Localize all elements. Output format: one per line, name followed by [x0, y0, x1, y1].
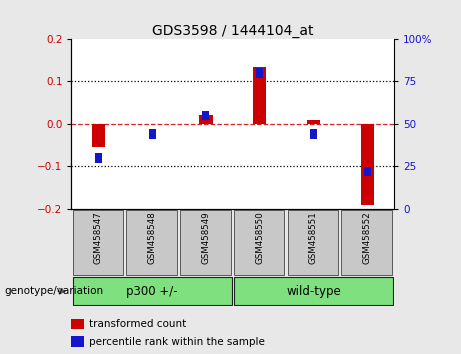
- Text: wild-type: wild-type: [286, 285, 341, 298]
- Bar: [95, 153, 102, 162]
- Bar: [180, 210, 230, 275]
- Title: GDS3598 / 1444104_at: GDS3598 / 1444104_at: [152, 24, 313, 38]
- Bar: [288, 210, 338, 275]
- Bar: [126, 210, 177, 275]
- Text: GSM458551: GSM458551: [309, 212, 318, 264]
- Text: percentile rank within the sample: percentile rank within the sample: [89, 337, 265, 347]
- Text: GSM458552: GSM458552: [363, 212, 372, 264]
- Bar: [234, 277, 393, 305]
- Text: transformed count: transformed count: [89, 319, 186, 329]
- Bar: [92, 124, 105, 147]
- Text: p300 +/-: p300 +/-: [126, 285, 178, 298]
- Text: GSM458550: GSM458550: [255, 212, 264, 264]
- Bar: [361, 124, 374, 205]
- Bar: [364, 167, 371, 176]
- Bar: [71, 319, 84, 329]
- Text: GSM458548: GSM458548: [148, 212, 157, 264]
- Bar: [234, 210, 284, 275]
- Bar: [256, 68, 263, 78]
- Bar: [253, 67, 266, 124]
- Text: genotype/variation: genotype/variation: [5, 286, 104, 296]
- Bar: [72, 210, 123, 275]
- Text: GSM458547: GSM458547: [94, 212, 103, 264]
- Bar: [202, 111, 209, 120]
- Bar: [342, 210, 392, 275]
- Bar: [307, 120, 320, 124]
- Bar: [310, 130, 317, 139]
- Bar: [199, 115, 213, 124]
- Bar: [71, 336, 84, 347]
- Bar: [72, 277, 232, 305]
- Text: GSM458549: GSM458549: [201, 212, 210, 264]
- Bar: [148, 130, 156, 139]
